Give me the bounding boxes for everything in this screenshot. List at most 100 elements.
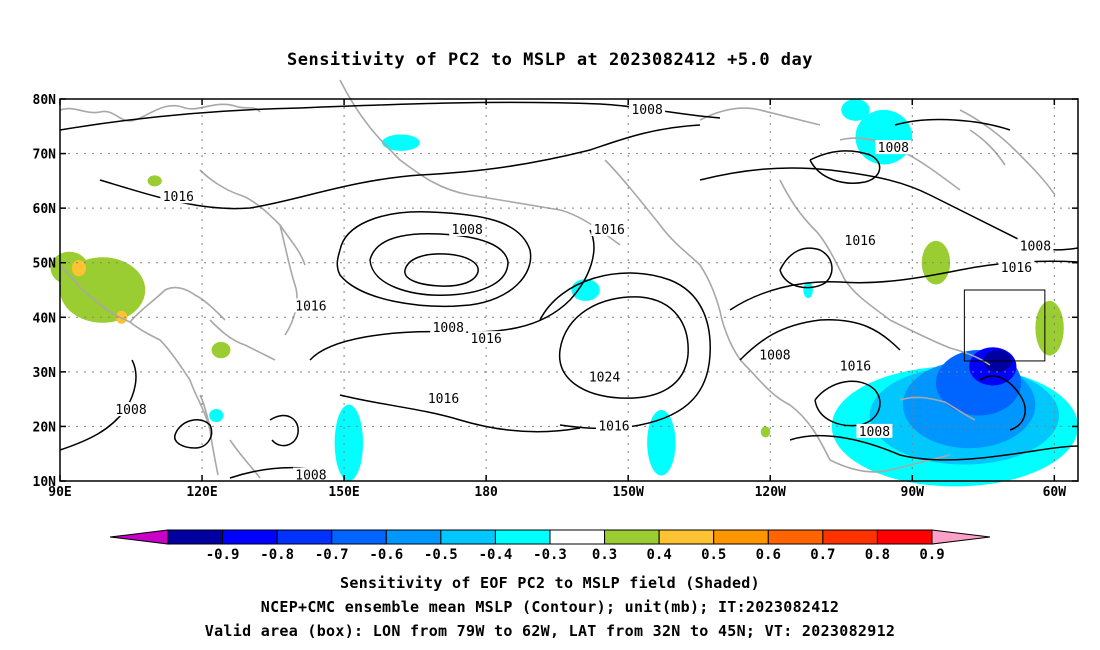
colorbar-swatch — [494, 529, 551, 545]
colorbar-swatch — [331, 529, 387, 545]
contour-label-bg — [998, 260, 1035, 275]
shading-patch — [115, 310, 128, 324]
colorbar: -0.9 -0.8 -0.7 -0.6 -0.5 -0.4 -0.3 0.3 0.4 0.5 0.6… — [109, 529, 991, 563]
shading-patch — [211, 341, 231, 359]
colorbar-min-arrow — [109, 529, 169, 545]
contour-label: 1008 — [295, 469, 326, 484]
lat-tick-label: 70N — [33, 148, 57, 163]
contour-label: 1008 — [433, 321, 464, 336]
contour-label: 1016 — [845, 234, 876, 249]
lon-tick-label: 60W — [1043, 485, 1067, 500]
shading-patch — [760, 426, 771, 438]
lon-tick-label: 180 — [474, 485, 498, 500]
contour-label-bg — [586, 369, 623, 384]
shading-patch — [841, 99, 870, 121]
colorbar-swatch — [385, 529, 442, 545]
colorbar-label: 0.4 — [646, 547, 671, 563]
colorbar-swatch — [167, 529, 224, 545]
lon-tick-label: 150E — [328, 485, 359, 500]
colorbar-swatch — [767, 529, 824, 545]
colorbar-label: 0.5 — [701, 547, 726, 563]
lat-tick-label: 60N — [33, 202, 57, 217]
contour-label-bg — [430, 320, 467, 335]
contour-label: 1016 — [594, 223, 625, 238]
contour-label-bg — [292, 298, 329, 313]
contour-label: 1024 — [589, 370, 620, 385]
colorbar-label: 0.7 — [810, 547, 835, 563]
colorbar-swatch — [604, 529, 660, 545]
colorbar-swatch — [276, 529, 333, 545]
shading-patch — [921, 240, 951, 285]
colorbar-label: -0.3 — [533, 547, 567, 563]
contour-label: 1008 — [878, 141, 909, 156]
colorbar-max-arrow — [931, 529, 991, 545]
colorbar-label: -0.5 — [424, 547, 458, 563]
colorbar-swatch — [822, 529, 878, 545]
shading-patch — [803, 281, 813, 299]
valid-area-box — [963, 289, 1046, 362]
contour-label: 1016 — [840, 359, 871, 374]
colorbar-label: -0.6 — [369, 547, 403, 563]
contour-label-bg — [595, 418, 632, 433]
colorbar-label: 0.9 — [919, 547, 944, 563]
contour-label-bg — [160, 189, 197, 204]
lon-tick-label: 120E — [186, 485, 217, 500]
caption-valid-area: Valid area (box): LON from 79W to 62W, L… — [204, 622, 896, 640]
mslp-contours — [59, 101, 1079, 479]
colorbar-label: -0.8 — [260, 547, 294, 563]
contour-label: 1016 — [470, 332, 501, 347]
contour-label-bg — [591, 221, 628, 236]
contour-label: 1008 — [1020, 239, 1051, 254]
colorbar-label: 0.8 — [865, 547, 890, 563]
contour-label-bg — [856, 423, 893, 438]
shading-patch — [147, 175, 162, 187]
colorbar-swatch — [222, 529, 278, 545]
map-frame — [59, 98, 1079, 482]
colorbar-swatch — [549, 529, 606, 545]
colorbar-label: -0.4 — [479, 547, 513, 563]
contour-label: 1008 — [759, 348, 790, 363]
contour-labels: 1008 1008 1016 1008 1016 1016 1008 1016 1016 1008… — [113, 101, 1054, 484]
colorbar-label: -0.7 — [315, 547, 349, 563]
caption-contour: NCEP+CMC ensemble mean MSLP (Contour); u… — [260, 598, 840, 616]
lon-tick-label: 90E — [48, 485, 71, 500]
contour-label-bg — [629, 101, 666, 116]
lon-tick-label: 150W — [613, 485, 644, 500]
contour-label-bg — [756, 347, 793, 362]
contour-label-bg — [875, 140, 912, 155]
shading-patch — [381, 134, 420, 151]
contour-label-bg — [842, 232, 879, 247]
contour-label-bg — [425, 391, 462, 406]
colorbar-label: 0.3 — [592, 547, 617, 563]
sensitivity-shading — [50, 99, 1078, 487]
contour-label-bg — [449, 221, 486, 236]
colorbar-label: 0.6 — [756, 547, 781, 563]
contour-label: 1008 — [631, 103, 662, 118]
lon-tick-label: 120W — [755, 485, 786, 500]
lat-tick-label: 50N — [33, 257, 57, 272]
lat-tick-label: 20N — [33, 420, 57, 435]
contour-label: 1016 — [295, 299, 326, 314]
lat-tick-label: 10N — [33, 475, 57, 490]
lat-tick-label: 30N — [33, 366, 57, 381]
contour-label: 1008 — [859, 425, 890, 440]
lat-tick-label: 40N — [33, 311, 57, 326]
colorbar-swatch — [658, 529, 715, 545]
lon-tick-label: 90W — [901, 485, 925, 500]
contour-label-bg — [468, 331, 505, 346]
shading-patch — [209, 408, 224, 423]
caption-shading: Sensitivity of EOF PC2 to MSLP field (Sh… — [340, 574, 760, 592]
colorbar-swatch — [876, 529, 933, 545]
contour-label-bg — [292, 467, 329, 482]
shading-patch — [571, 279, 600, 301]
colorbar-swatch — [440, 529, 496, 545]
contour-label-bg — [113, 402, 150, 417]
colorbar-swatch — [713, 529, 769, 545]
colorbar-label: -0.9 — [206, 547, 240, 563]
contour-label-bg — [837, 358, 874, 373]
contour-label: 1016 — [598, 419, 629, 434]
contour-label: 1008 — [452, 223, 483, 238]
shading-patch — [1035, 300, 1064, 356]
lat-tick-label: 80N — [33, 93, 57, 108]
contour-label-bg — [1017, 238, 1054, 253]
